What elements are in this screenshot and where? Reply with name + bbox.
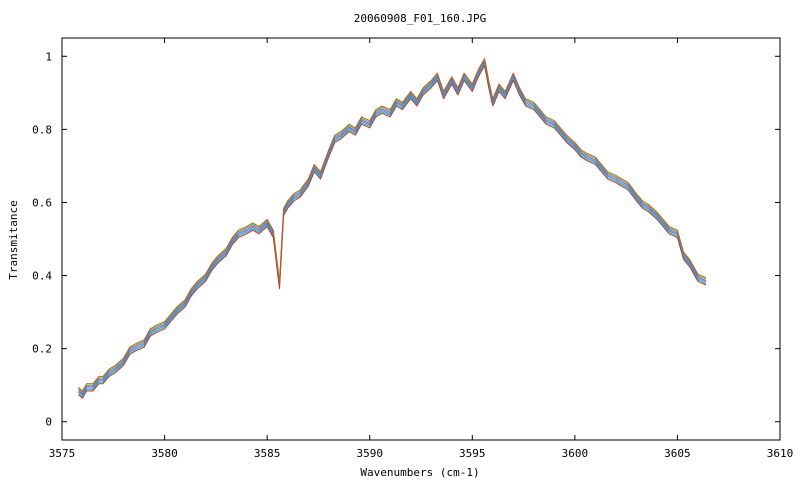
x-tick-label: 3585 — [254, 447, 281, 460]
series-line-3 — [78, 62, 707, 396]
plot-area — [61, 37, 781, 441]
series-line-4 — [78, 63, 707, 398]
y-tick-label: 1 — [45, 50, 52, 63]
y-tick-label: 0.6 — [32, 196, 52, 209]
series-line-6 — [78, 58, 707, 392]
series-line-5 — [78, 65, 707, 399]
x-tick-label: 3595 — [459, 447, 486, 460]
x-tick-label: 3600 — [562, 447, 589, 460]
x-tick-label: 3610 — [767, 447, 794, 460]
x-axis-label: Wavenumbers (cm-1) — [360, 466, 479, 479]
y-axis-label: Transmitance — [7, 200, 20, 279]
series-line-2 — [78, 60, 707, 395]
axis-ticks: 3575 3580 3585 3590 3595 3600 3605 3610 0 0.2 0.4 0… — [32, 38, 793, 460]
x-tick-label: 3575 — [49, 447, 76, 460]
x-tick-label: 3580 — [151, 447, 178, 460]
y-tick-label: 0 — [45, 416, 52, 429]
y-tick-label: 0.4 — [32, 270, 52, 283]
y-tick-label: 0.8 — [32, 123, 52, 136]
chart-title: 20060908_F01_160.JPG — [354, 12, 486, 25]
x-tick-label: 3605 — [664, 447, 691, 460]
series-line-1 — [78, 59, 707, 393]
series-group — [78, 58, 707, 399]
x-tick-label: 3590 — [356, 447, 383, 460]
y-tick-label: 0.2 — [32, 343, 52, 356]
